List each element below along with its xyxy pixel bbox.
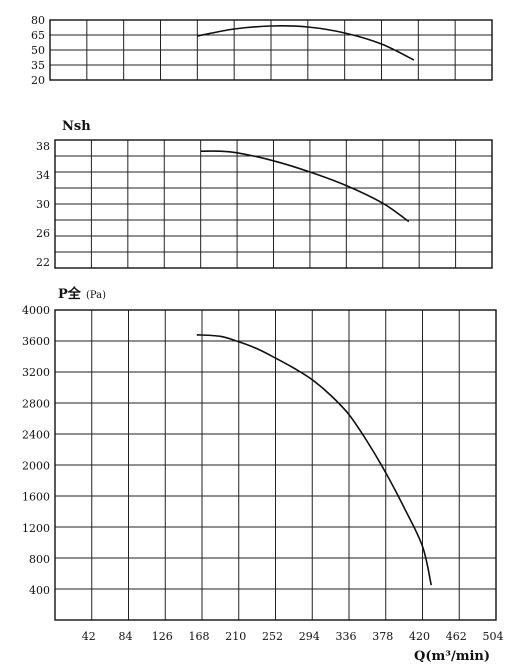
plot-frame	[54, 139, 493, 269]
y-tick-label: 1200	[22, 522, 50, 535]
y-axis-unit: (Pa)	[86, 290, 106, 301]
y-tick-label: 34	[36, 169, 50, 182]
series-line	[200, 150, 410, 223]
y-tick-label: 2000	[22, 460, 50, 473]
y-tick-label: 35	[31, 59, 45, 72]
y-tick-label: 800	[29, 553, 50, 566]
x-tick-label: 210	[225, 630, 246, 643]
y-axis-label: P全	[58, 286, 82, 302]
pressure-panel: 4000 3600 3200 2800 2400 2000 1600 1200 800 400 P全…	[22, 286, 504, 664]
y-tick-label: 80	[31, 14, 45, 27]
y-tick-label: 2800	[22, 397, 50, 410]
x-tick-label: 168	[189, 630, 210, 643]
x-tick-label: 84	[119, 630, 133, 643]
x-tick-label: 504	[483, 630, 504, 643]
efficiency-panel: 80 65 50 35 20	[31, 14, 493, 87]
x-tick-label: 462	[446, 630, 467, 643]
y-tick-label: 65	[31, 29, 45, 42]
y-tick-label: 50	[31, 44, 45, 57]
y-axis-label: Nsh	[62, 119, 91, 134]
y-tick-label: 400	[29, 584, 50, 597]
x-tick-label: 42	[82, 630, 96, 643]
series-line	[197, 25, 415, 61]
plot-frame	[49, 19, 493, 81]
x-tick-label: 336	[336, 630, 357, 643]
y-tick-label: 3200	[22, 366, 50, 379]
series-line	[196, 334, 433, 586]
y-tick-label: 30	[36, 198, 50, 211]
y-tick-label: 3600	[22, 335, 50, 348]
y-tick-label: 1600	[22, 491, 50, 504]
x-tick-label: 252	[262, 630, 283, 643]
x-tick-label: 126	[152, 630, 173, 643]
x-tick-label: 294	[299, 630, 320, 643]
y-tick-label: 38	[36, 140, 50, 153]
y-tick-label: 22	[36, 256, 50, 269]
x-tick-label: 420	[409, 630, 430, 643]
y-tick-label: 2400	[22, 428, 50, 441]
y-tick-label: 20	[31, 74, 45, 87]
x-axis-label: Q(m³/min)	[414, 649, 490, 664]
shaft-power-panel: 38 34 30 26 22 Nsh	[36, 119, 493, 269]
y-tick-label: 26	[36, 227, 50, 240]
plot-frame	[54, 309, 497, 621]
x-tick-label: 378	[372, 630, 393, 643]
y-tick-label: 4000	[22, 304, 50, 317]
